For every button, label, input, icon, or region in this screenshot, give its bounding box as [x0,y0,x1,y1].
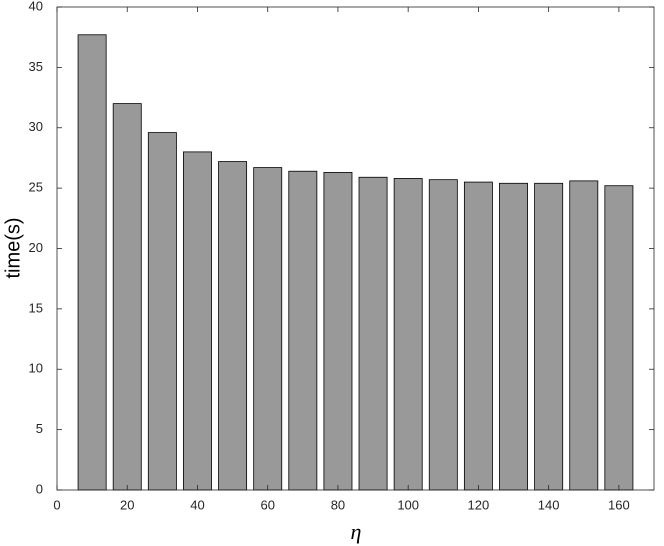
bar [534,182,564,491]
bar [323,172,353,491]
x-tick-label: 140 [538,497,560,512]
y-tick-label: 5 [36,421,43,436]
y-tick-label: 35 [29,59,43,74]
bar [499,182,528,491]
x-tick-label: 40 [190,497,204,512]
bar [358,176,388,491]
bar [112,103,142,491]
x-tick-label: 0 [53,497,60,512]
bar [253,167,283,491]
x-tick-label: 80 [331,497,345,512]
bar [569,180,599,491]
x-tick-label: 120 [468,497,490,512]
bar [604,185,634,491]
y-axis-title: time(s) [2,217,24,278]
bar [393,178,423,491]
x-tick-label: 100 [397,497,419,512]
y-tick-label: 0 [36,481,43,496]
y-tick-label: 10 [29,361,43,376]
x-tick-label: 20 [120,497,134,512]
x-tick-label: 60 [260,497,274,512]
bar [147,132,177,491]
bar [463,181,493,491]
y-tick-label: 30 [29,119,43,134]
y-tick-label: 20 [29,240,43,255]
x-tick-label: 160 [608,497,630,512]
bar [288,170,318,491]
x-axis-title: η [351,519,362,544]
bar [183,151,212,491]
bar [77,34,107,491]
y-tick-label: 40 [29,0,43,13]
y-tick-label: 15 [29,300,43,315]
bar [218,161,248,491]
bar [428,179,458,491]
y-tick-label: 25 [29,180,43,195]
